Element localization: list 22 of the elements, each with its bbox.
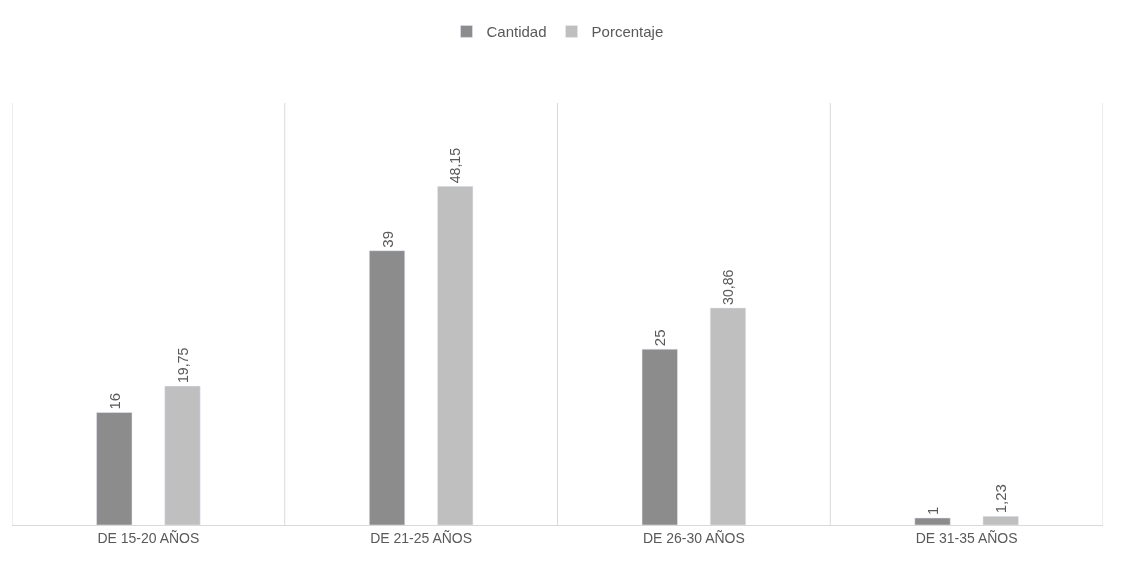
data-label: 1,23: [992, 484, 1010, 514]
x-tick-label: DE 15-20 AÑOS: [97, 529, 200, 546]
bar: [164, 385, 201, 525]
bar: [914, 517, 951, 525]
bar: [96, 412, 133, 525]
data-label: 16: [105, 392, 123, 410]
x-tick-label: DE 31-35 AÑOS: [915, 529, 1018, 546]
bar: [641, 348, 678, 525]
bar: [437, 186, 474, 525]
data-label: 19,75: [174, 347, 191, 384]
data-label: 25: [651, 329, 669, 347]
legend-label: Porcentaje: [591, 23, 664, 41]
data-label: 48,15: [447, 147, 464, 184]
data-label: 39: [378, 231, 396, 248]
data-label: 1: [924, 506, 942, 515]
legend-label: Cantidad: [486, 23, 547, 41]
bar: [982, 516, 1019, 525]
data-label: 30,86: [720, 269, 737, 305]
x-tick-label: DE 26-30 AÑOS: [642, 529, 745, 546]
bar: [369, 250, 406, 525]
bar: [709, 307, 746, 525]
x-tick-label: DE 21-25 AÑOS: [370, 529, 473, 546]
